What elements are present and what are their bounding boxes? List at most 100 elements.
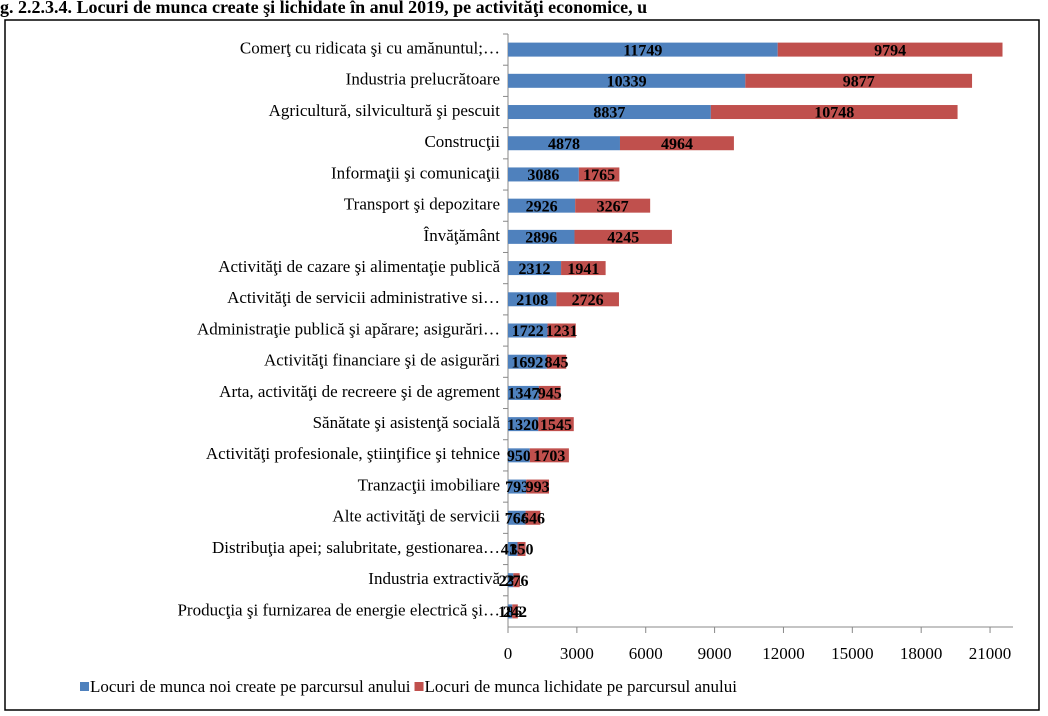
- bar-segment: [508, 198, 576, 213]
- y-tick-label: Arta, activităţi de recreere şi de agrem…: [219, 382, 500, 401]
- bar-segment: [508, 167, 579, 182]
- x-tick-label: 15000: [831, 644, 874, 663]
- y-tick-label: Activităţi de servicii administrative si…: [227, 288, 500, 307]
- data-label: 1231: [546, 323, 578, 340]
- data-label: 3086: [527, 167, 559, 184]
- y-tick-label: Activităţi de cazare şi alimentaţie publ…: [218, 257, 500, 276]
- y-tick-label: Alte activităţi de servicii: [332, 507, 500, 526]
- data-label: 2312: [519, 261, 551, 278]
- data-label: 11749: [623, 42, 662, 59]
- data-label: 4878: [548, 136, 580, 153]
- data-label: 1703: [533, 448, 565, 465]
- data-label: 945: [538, 386, 562, 403]
- data-label: 350: [510, 542, 534, 559]
- x-tick-label: 3000: [560, 644, 594, 663]
- bar-segment: [517, 541, 526, 556]
- data-label: 993: [526, 479, 550, 496]
- bar-segment: [508, 73, 746, 88]
- data-label: 764: [505, 510, 529, 527]
- bar-segment: [561, 261, 606, 276]
- x-tick-label: 12000: [762, 644, 805, 663]
- bar-segment: [578, 167, 620, 182]
- data-label: 1692: [511, 354, 543, 371]
- x-tick-label: 21000: [969, 644, 1012, 663]
- x-tick-label: 6000: [629, 644, 663, 663]
- bar-segment: [777, 42, 1003, 57]
- data-label: 950: [507, 448, 531, 465]
- bar-segment: [619, 136, 734, 151]
- data-label: 242: [503, 604, 527, 621]
- legend-swatch: [80, 682, 89, 691]
- y-tick-label: Producţia şi furnizarea de energie elect…: [177, 600, 500, 619]
- data-label: 2108: [516, 292, 548, 309]
- data-label: 2726: [572, 292, 604, 309]
- y-tick-label: Comerţ cu ridicata şi cu amănuntul;…: [240, 39, 500, 58]
- bar-segment: [508, 354, 547, 369]
- bar-segment: [508, 448, 530, 463]
- bar-segment: [525, 510, 541, 525]
- bar-segment: [575, 198, 651, 213]
- bar-segment: [508, 292, 557, 307]
- bar-segment: [538, 385, 561, 400]
- data-label: 10748: [814, 105, 854, 122]
- bar-segment: [512, 604, 518, 619]
- data-label: 9794: [874, 42, 906, 59]
- legend-swatch: [414, 682, 424, 691]
- bar-segment: [508, 136, 620, 151]
- bar-segment: [508, 323, 548, 338]
- y-tick-label: Activităţi profesionale, ştiinţifice şi …: [206, 444, 500, 463]
- x-tick-label: 9000: [698, 644, 732, 663]
- data-label: 4245: [607, 230, 639, 247]
- bar-segment: [508, 541, 518, 556]
- bar-segment: [538, 417, 574, 432]
- bar-segment: [710, 105, 958, 120]
- data-label: 1722: [512, 323, 544, 340]
- bar-segment: [508, 261, 562, 276]
- data-label: 845: [545, 354, 569, 371]
- y-tick-label: Transport şi depozitare: [344, 195, 500, 214]
- bar-segment: [508, 105, 711, 120]
- data-label: 10339: [607, 73, 647, 90]
- bar-segment: [556, 292, 619, 307]
- bar-segment: [508, 510, 526, 525]
- bar-segment: [547, 323, 576, 338]
- y-tick-label: Construcţii: [424, 132, 500, 151]
- y-tick-label: Sănătate şi asistenţă socială: [313, 413, 501, 432]
- data-label: 9877: [843, 73, 875, 90]
- y-tick-label: Agricultură, silvicultură şi pescuit: [269, 101, 501, 120]
- legend-label: Locuri de munca noi create pe parcursul …: [90, 677, 411, 696]
- bar-segment: [574, 229, 672, 244]
- data-label: 1941: [567, 261, 599, 278]
- data-label: 2896: [525, 230, 557, 247]
- bar-segment: [508, 385, 539, 400]
- data-label: 1320: [507, 417, 539, 434]
- bar-segment: [508, 479, 527, 494]
- y-tick-label: Învăţământ: [424, 226, 501, 245]
- x-tick-label: 0: [504, 644, 513, 663]
- x-tick-label: 18000: [900, 644, 943, 663]
- data-label: 646: [521, 510, 545, 527]
- y-tick-label: Industria extractivă: [368, 569, 500, 588]
- bar-segment: [508, 604, 513, 619]
- y-tick-label: Administraţie publică şi apărare; asigur…: [197, 319, 500, 338]
- y-tick-label: Informaţii şi comunicaţii: [331, 163, 500, 182]
- data-label: 2926: [526, 198, 558, 215]
- data-label: 1765: [583, 167, 615, 184]
- data-label: 1347: [507, 386, 539, 403]
- y-tick-label: Distribuţia apei; salubritate, gestionar…: [212, 538, 500, 557]
- y-tick-label: Tranzacţii imobiliare: [358, 475, 500, 494]
- chart-border: [4, 19, 1040, 711]
- bar-segment: [546, 354, 567, 369]
- bar-segment: [745, 73, 973, 88]
- bar-segment: [526, 479, 549, 494]
- bar-segment: [508, 229, 575, 244]
- y-tick-label: Industria prelucrătoare: [346, 70, 500, 89]
- bar-segment: [529, 448, 569, 463]
- data-label: 1545: [540, 417, 572, 434]
- bar-segment: [513, 573, 520, 588]
- legend-label: Locuri de munca lichidate pe parcursul a…: [425, 677, 738, 696]
- y-tick-label: Activităţi financiare şi de asigurări: [264, 351, 500, 370]
- bar-segment: [508, 573, 514, 588]
- data-label: 793: [505, 479, 529, 496]
